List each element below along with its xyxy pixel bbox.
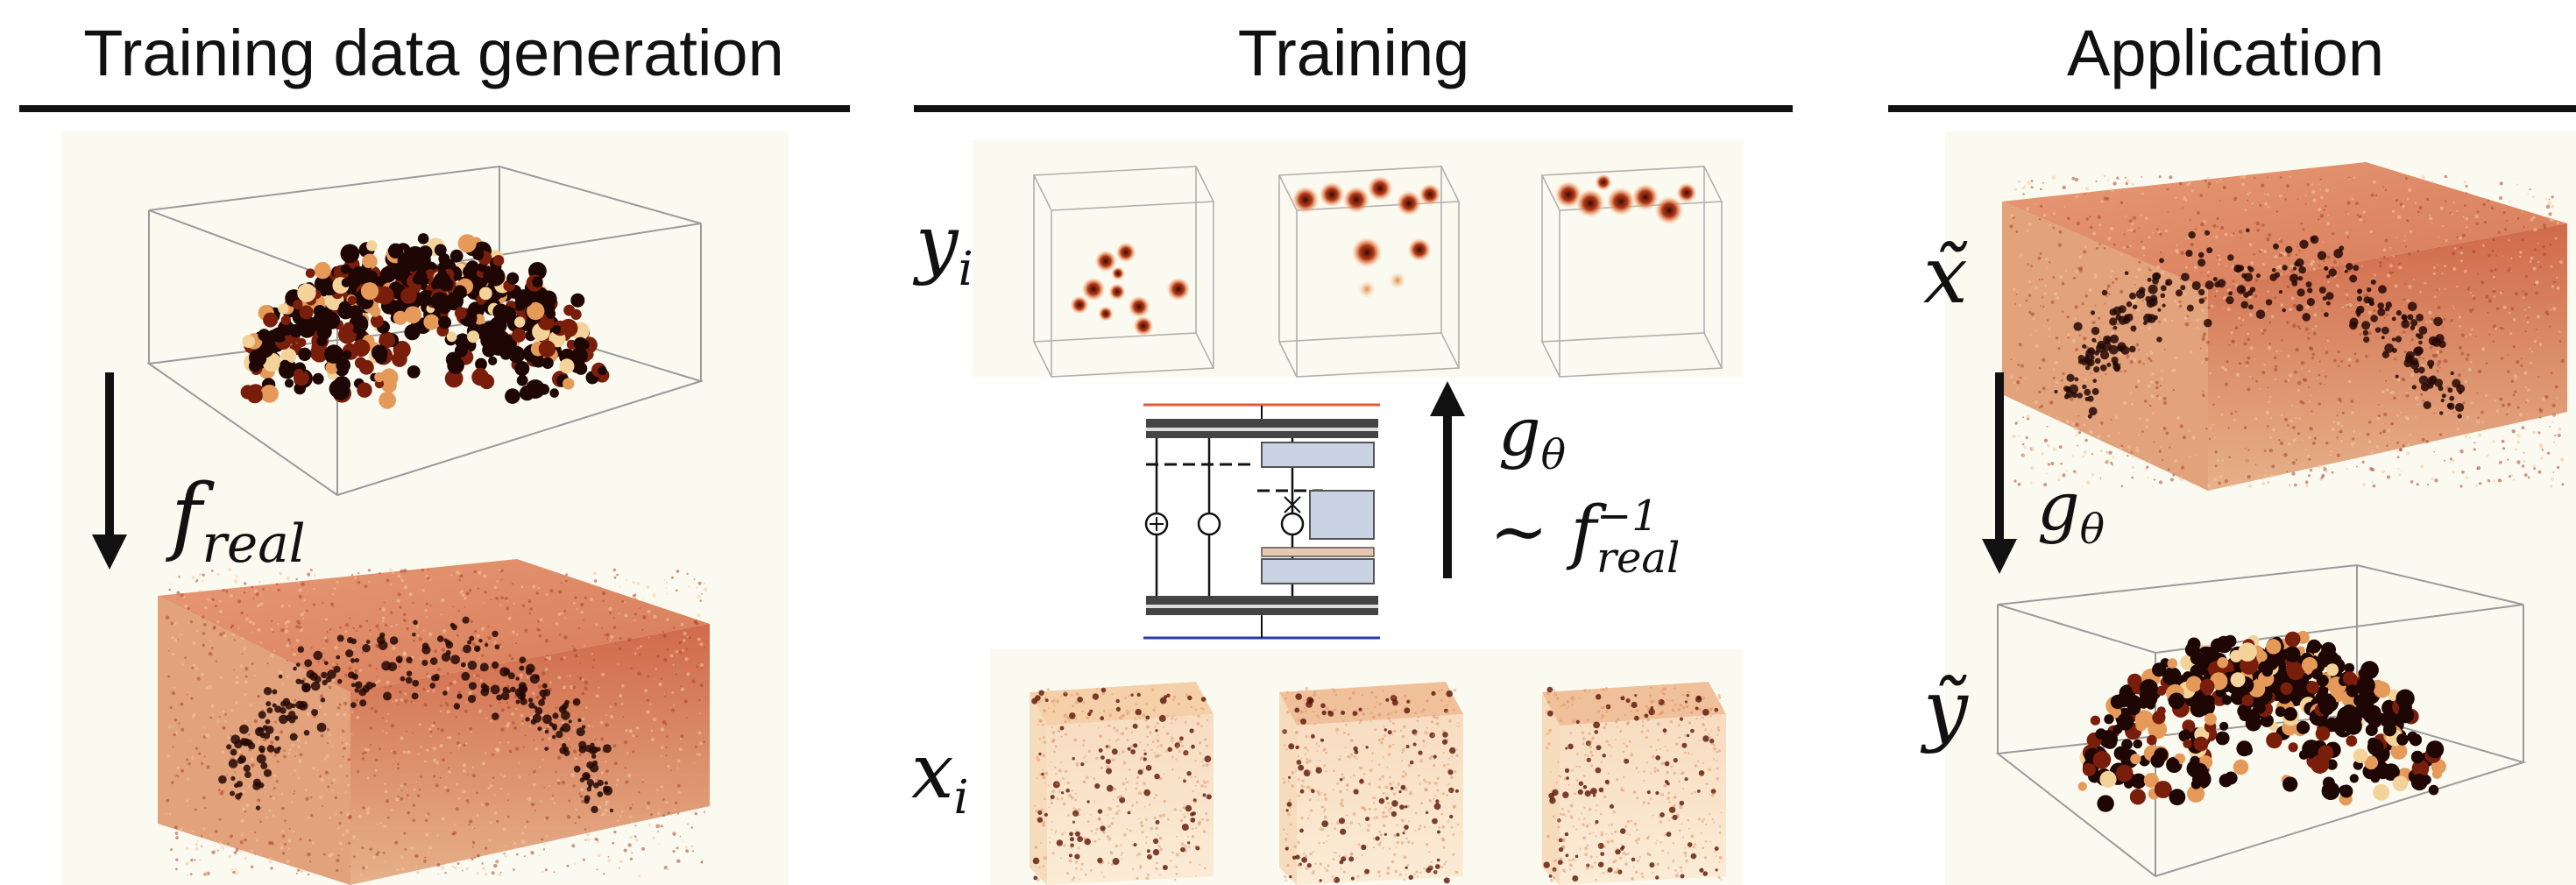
left-measurement-volume xyxy=(158,559,710,885)
label-x-i: xi xyxy=(911,728,969,825)
label-x-tilde: x̃ xyxy=(1923,230,1968,322)
left-ground-truth-volume xyxy=(146,165,704,497)
target-cube-1 xyxy=(1032,166,1215,378)
section-title-training-data-generation: Training data generation xyxy=(83,17,784,89)
input-cube-3 xyxy=(1542,682,1726,885)
target-cube-2 xyxy=(1277,166,1461,378)
target-cube-3 xyxy=(1540,166,1723,378)
invertible-network-diagram xyxy=(1143,403,1380,640)
application-input-volume xyxy=(2002,162,2567,491)
input-cube-2 xyxy=(1279,682,1463,885)
label-f-real: freal xyxy=(171,466,306,576)
section-rule-training-data-generation xyxy=(19,105,850,112)
label-y-i: yi xyxy=(916,200,973,297)
section-rule-application xyxy=(1888,105,2576,112)
training-target-cubes xyxy=(1032,166,1723,378)
section-rule-training xyxy=(914,105,1793,112)
application-output-volume xyxy=(1995,563,2527,878)
section-title-application: Application xyxy=(2066,17,2384,89)
label-y-tilde: ỹ xyxy=(1923,663,1968,755)
label-g-theta-training: gθ xyxy=(1498,393,1567,480)
section-title-training: Training xyxy=(1237,17,1470,89)
label-inverse-forward-model: ∼ f −1 real xyxy=(1490,491,1681,583)
input-cube-1 xyxy=(1030,682,1214,885)
training-input-cubes xyxy=(1030,682,1726,885)
label-g-theta-application: gθ xyxy=(2037,467,2105,555)
